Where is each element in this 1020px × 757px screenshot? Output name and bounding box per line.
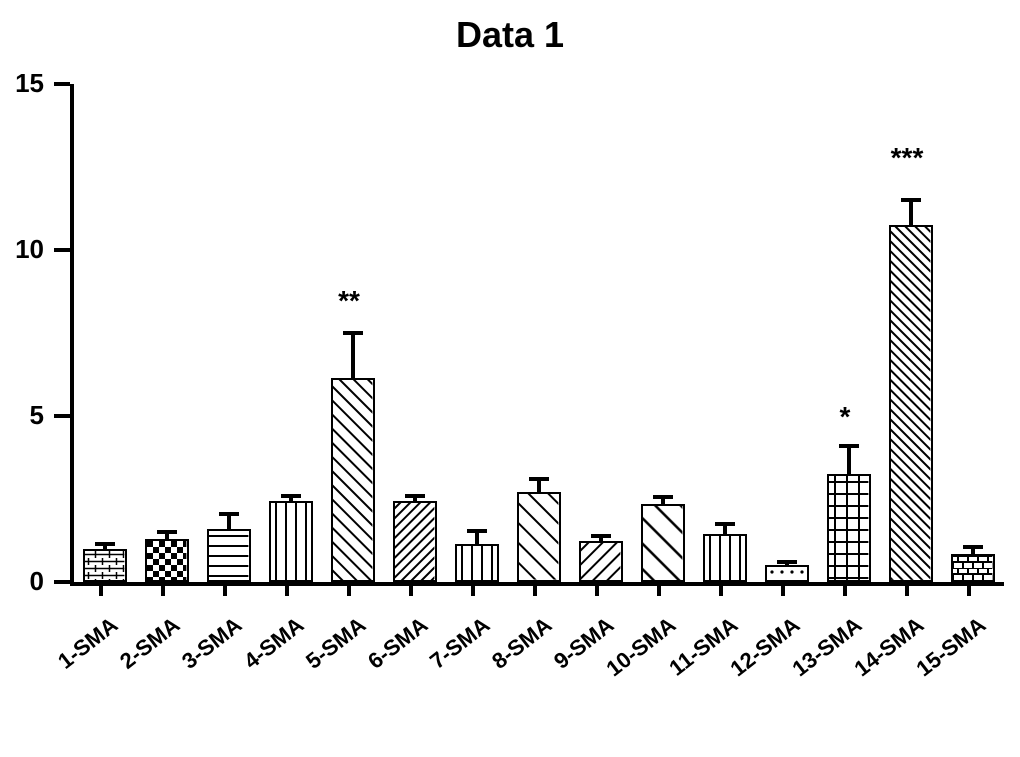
y-axis-tick-label: 5 bbox=[30, 400, 44, 431]
error-bar-stem bbox=[351, 333, 355, 378]
bar-pattern bbox=[147, 541, 186, 580]
significance-marker: *** bbox=[891, 142, 924, 174]
bar-pattern bbox=[519, 494, 558, 580]
x-axis-tick-label: 3-SMA bbox=[177, 612, 247, 675]
error-bar-cap bbox=[157, 530, 177, 534]
y-axis-tick-label: 0 bbox=[30, 566, 44, 597]
bar-pattern bbox=[767, 567, 806, 580]
y-axis-tick bbox=[54, 82, 70, 86]
x-axis-tick-label: 2-SMA bbox=[115, 612, 185, 675]
error-bar-stem bbox=[227, 514, 231, 529]
x-axis-tick bbox=[719, 582, 723, 596]
x-axis-tick bbox=[99, 582, 103, 596]
x-axis-tick-label: 1-SMA bbox=[53, 612, 123, 675]
x-axis-tick-label: 15-SMA bbox=[911, 612, 991, 682]
chart-title: Data 1 bbox=[0, 14, 1020, 56]
bar-pattern bbox=[581, 543, 620, 581]
error-bar-cap bbox=[95, 542, 115, 546]
bar bbox=[765, 565, 808, 582]
bar bbox=[703, 534, 746, 582]
bar-pattern bbox=[643, 506, 682, 580]
x-axis-tick bbox=[781, 582, 785, 596]
error-bar-stem bbox=[475, 531, 479, 544]
x-axis-tick bbox=[657, 582, 661, 596]
x-axis-tick bbox=[347, 582, 351, 596]
error-bar-cap bbox=[343, 331, 363, 335]
bar bbox=[393, 501, 436, 582]
bar bbox=[951, 554, 994, 582]
x-axis-tick bbox=[161, 582, 165, 596]
bar-pattern bbox=[333, 380, 372, 580]
error-bar-cap bbox=[653, 495, 673, 499]
x-axis-tick bbox=[223, 582, 227, 596]
error-bar-stem bbox=[537, 479, 541, 492]
x-axis-tick-label: 6-SMA bbox=[363, 612, 433, 675]
bar-pattern bbox=[271, 503, 310, 580]
bar bbox=[455, 544, 498, 582]
x-axis-tick bbox=[595, 582, 599, 596]
x-axis-tick-label: 14-SMA bbox=[849, 612, 929, 682]
bar bbox=[207, 529, 250, 582]
x-axis-tick-label: 7-SMA bbox=[425, 612, 495, 675]
plot-area bbox=[70, 84, 1004, 586]
y-axis-tick bbox=[54, 414, 70, 418]
significance-marker: ** bbox=[338, 285, 360, 317]
bar bbox=[579, 541, 622, 583]
x-axis-tick-label: 10-SMA bbox=[601, 612, 681, 682]
y-axis-tick-label: 15 bbox=[15, 68, 44, 99]
bar bbox=[331, 378, 374, 582]
bar-pattern bbox=[85, 551, 124, 580]
x-axis-tick bbox=[843, 582, 847, 596]
x-axis-tick-label: 12-SMA bbox=[725, 612, 805, 682]
bar-pattern bbox=[705, 536, 744, 580]
x-axis-tick bbox=[471, 582, 475, 596]
x-axis-tick bbox=[967, 582, 971, 596]
significance-marker: * bbox=[840, 401, 851, 433]
bar bbox=[641, 504, 684, 582]
bar-pattern bbox=[395, 503, 434, 580]
x-axis-tick bbox=[285, 582, 289, 596]
error-bar-cap bbox=[219, 512, 239, 516]
error-bar-cap bbox=[839, 444, 859, 448]
x-axis-tick-label: 13-SMA bbox=[787, 612, 867, 682]
y-axis-tick bbox=[54, 580, 70, 584]
error-bar-cap bbox=[467, 529, 487, 533]
error-bar-cap bbox=[405, 494, 425, 498]
bar-pattern bbox=[209, 531, 248, 580]
bar-pattern bbox=[457, 546, 496, 580]
x-axis-tick-label: 11-SMA bbox=[664, 612, 743, 681]
error-bar-cap bbox=[529, 477, 549, 481]
error-bar-cap bbox=[591, 534, 611, 538]
bar bbox=[889, 225, 932, 582]
error-bar-stem bbox=[909, 200, 913, 225]
error-bar-cap bbox=[715, 522, 735, 526]
bar bbox=[827, 474, 870, 582]
x-axis-tick-label: 5-SMA bbox=[301, 612, 371, 675]
bar bbox=[145, 539, 188, 582]
x-axis-tick-label: 4-SMA bbox=[239, 612, 309, 675]
bar bbox=[269, 501, 312, 582]
x-axis-tick-label: 8-SMA bbox=[487, 612, 557, 675]
y-axis-tick-label: 10 bbox=[15, 234, 44, 265]
error-bar-cap bbox=[963, 545, 983, 549]
y-axis-tick bbox=[54, 248, 70, 252]
x-axis-tick bbox=[905, 582, 909, 596]
bar bbox=[83, 549, 126, 582]
bar-pattern bbox=[953, 556, 992, 580]
x-axis-tick bbox=[409, 582, 413, 596]
bar-pattern bbox=[829, 476, 868, 580]
x-axis-tick bbox=[533, 582, 537, 596]
bar-pattern bbox=[891, 227, 930, 580]
error-bar-cap bbox=[901, 198, 921, 202]
error-bar-cap bbox=[281, 494, 301, 498]
error-bar-stem bbox=[847, 446, 851, 474]
error-bar-cap bbox=[777, 560, 797, 564]
bar bbox=[517, 492, 560, 582]
